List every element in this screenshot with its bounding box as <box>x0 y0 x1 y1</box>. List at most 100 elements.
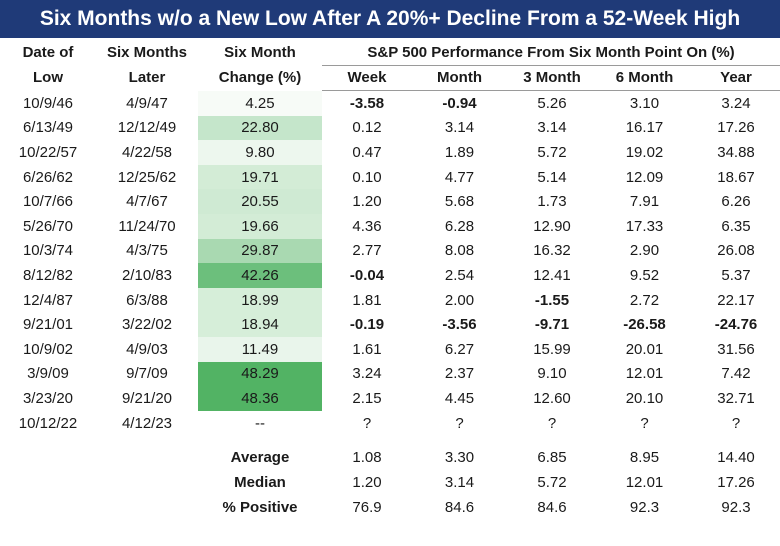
stat-m6-cell: 92.3 <box>629 499 660 517</box>
week-cell: -3.58 <box>349 94 385 112</box>
m6-cell: 2.90 <box>629 242 660 260</box>
m3-cell: 5.26 <box>537 94 567 112</box>
stat-row: % Positive 76.9 84.6 84.6 92.3 92.3 <box>0 495 780 520</box>
stat-empty-cell <box>96 495 198 520</box>
header-sp500-performance: S&P 500 Performance From Six Month Point… <box>322 40 780 66</box>
stat-month-cell: 3.14 <box>444 474 475 492</box>
week-cell: ? <box>362 414 372 432</box>
month-cell: ? <box>455 414 464 432</box>
six-months-later-cell: 9/21/20 <box>121 389 173 407</box>
stat-m3-cell: 5.72 <box>537 474 567 492</box>
year-cell: 34.88 <box>717 143 755 161</box>
date-of-low-cell: 10/3/74 <box>22 242 74 260</box>
table-row: 12/4/87 6/3/88 18.99 1.81 2.00 -1.55 2.72 22.17 <box>0 287 780 313</box>
month-cell: 8.08 <box>444 242 475 260</box>
year-cell: 17.26 <box>717 119 755 137</box>
six-month-change-cell: 29.87 <box>198 238 322 264</box>
table-row: 10/9/02 4/9/03 11.49 1.61 6.27 15.99 20.01 31.5… <box>0 336 780 362</box>
date-of-low-cell: 10/12/22 <box>18 414 78 432</box>
six-month-change-cell: 22.80 <box>198 115 322 141</box>
stat-label: Average <box>230 449 290 467</box>
six-months-later-cell: 12/12/49 <box>117 119 177 137</box>
stat-month-cell: 3.30 <box>444 449 475 467</box>
year-cell: 7.42 <box>721 365 751 383</box>
six-month-change-cell: 9.80 <box>198 140 322 165</box>
six-months-later-cell: 9/7/09 <box>126 365 168 383</box>
month-cell: 2.00 <box>444 291 475 309</box>
header-month: Month <box>412 65 507 91</box>
m3-cell: -9.71 <box>534 316 570 334</box>
date-of-low-cell: 12/4/87 <box>22 291 74 309</box>
m6-cell: ? <box>640 414 649 432</box>
date-of-low-cell: 9/21/01 <box>22 316 74 334</box>
table-row: 9/21/01 3/22/02 18.94 -0.19 -3.56 -9.71 -26.58… <box>0 312 780 337</box>
month-cell: 3.14 <box>444 119 475 137</box>
date-of-low-cell: 10/9/02 <box>22 340 74 358</box>
month-cell: 2.54 <box>444 266 475 284</box>
m3-cell: 1.73 <box>537 193 567 211</box>
header-six-months-later-1: Six Months <box>106 44 187 61</box>
m6-cell: 12.01 <box>625 365 664 383</box>
month-cell: -0.94 <box>442 94 477 112</box>
m6-cell: 17.33 <box>625 217 664 235</box>
date-of-low-cell: 6/26/62 <box>22 168 74 186</box>
m3-cell: 12.41 <box>533 266 571 284</box>
month-cell: 6.28 <box>444 217 475 235</box>
week-cell: 3.24 <box>352 365 382 383</box>
year-cell: 31.56 <box>717 340 755 358</box>
m3-cell: 15.99 <box>533 340 571 358</box>
stat-year-cell: 17.26 <box>717 474 755 492</box>
week-cell: 4.36 <box>352 217 382 235</box>
week-cell: 1.61 <box>352 340 382 358</box>
stat-empty-cell <box>96 445 198 470</box>
year-cell: 18.67 <box>717 168 755 186</box>
m3-cell: 12.60 <box>533 389 571 407</box>
six-month-change-cell: 42.26 <box>198 263 322 288</box>
header-date-of-low-2: Low <box>33 69 63 87</box>
m3-cell: 5.14 <box>537 168 567 186</box>
spacer-row <box>0 435 780 445</box>
stat-empty-cell <box>0 445 96 470</box>
year-cell: 6.35 <box>721 217 751 235</box>
page-title: Six Months w/o a New Low After A 20%+ De… <box>0 0 780 38</box>
m6-cell: -26.58 <box>623 316 666 334</box>
date-of-low-cell: 6/13/49 <box>22 119 74 137</box>
stat-week-cell: 1.20 <box>352 474 382 492</box>
m3-cell: 12.90 <box>533 217 571 235</box>
six-months-later-cell: 11/24/70 <box>118 217 176 235</box>
header-6-month: 6 Month <box>597 65 692 91</box>
six-month-change-cell: 18.94 <box>198 312 322 337</box>
m6-cell: 20.01 <box>625 340 664 358</box>
stat-week-cell: 1.08 <box>352 449 382 467</box>
m6-cell: 3.10 <box>629 94 660 112</box>
date-of-low-cell: 5/26/70 <box>22 217 74 235</box>
m6-cell: 7.91 <box>629 193 660 211</box>
m6-cell: 20.10 <box>625 389 664 407</box>
stat-year-cell: 14.40 <box>717 449 755 467</box>
stat-empty-cell <box>0 470 96 495</box>
month-cell: 6.27 <box>444 340 475 358</box>
month-cell: 4.45 <box>444 389 475 407</box>
header-six-months-later-2: Later <box>128 69 166 87</box>
stat-empty-cell <box>96 470 198 495</box>
table-row: 10/7/66 4/7/67 20.55 1.20 5.68 1.73 7.91 6.26 <box>0 189 780 214</box>
year-cell: 3.24 <box>721 94 751 112</box>
m3-cell: -1.55 <box>534 291 570 309</box>
table-row: 8/12/82 2/10/83 42.26 -0.04 2.54 12.41 9.52 5.3… <box>0 263 780 288</box>
month-cell: 4.77 <box>444 168 475 186</box>
month-cell: 2.37 <box>444 365 475 383</box>
date-of-low-cell: 3/9/09 <box>27 365 69 383</box>
week-cell: -0.19 <box>349 316 385 334</box>
table-row: 3/9/09 9/7/09 48.29 3.24 2.37 9.10 12.01 7.42 <box>0 361 780 387</box>
six-month-change-cell: 4.25 <box>198 90 322 116</box>
year-cell: ? <box>731 414 741 432</box>
month-cell: 5.68 <box>444 193 475 211</box>
six-month-change-cell: -- <box>198 410 322 436</box>
six-months-later-cell: 4/9/03 <box>126 340 168 358</box>
table-row: 6/26/62 12/25/62 19.71 0.10 4.77 5.14 12.09 18.… <box>0 164 780 190</box>
spacer-cell <box>0 435 780 445</box>
m3-cell: 16.32 <box>533 242 571 260</box>
week-cell: -0.04 <box>349 266 385 284</box>
m6-cell: 9.52 <box>629 266 660 284</box>
month-cell: 1.89 <box>444 143 475 161</box>
